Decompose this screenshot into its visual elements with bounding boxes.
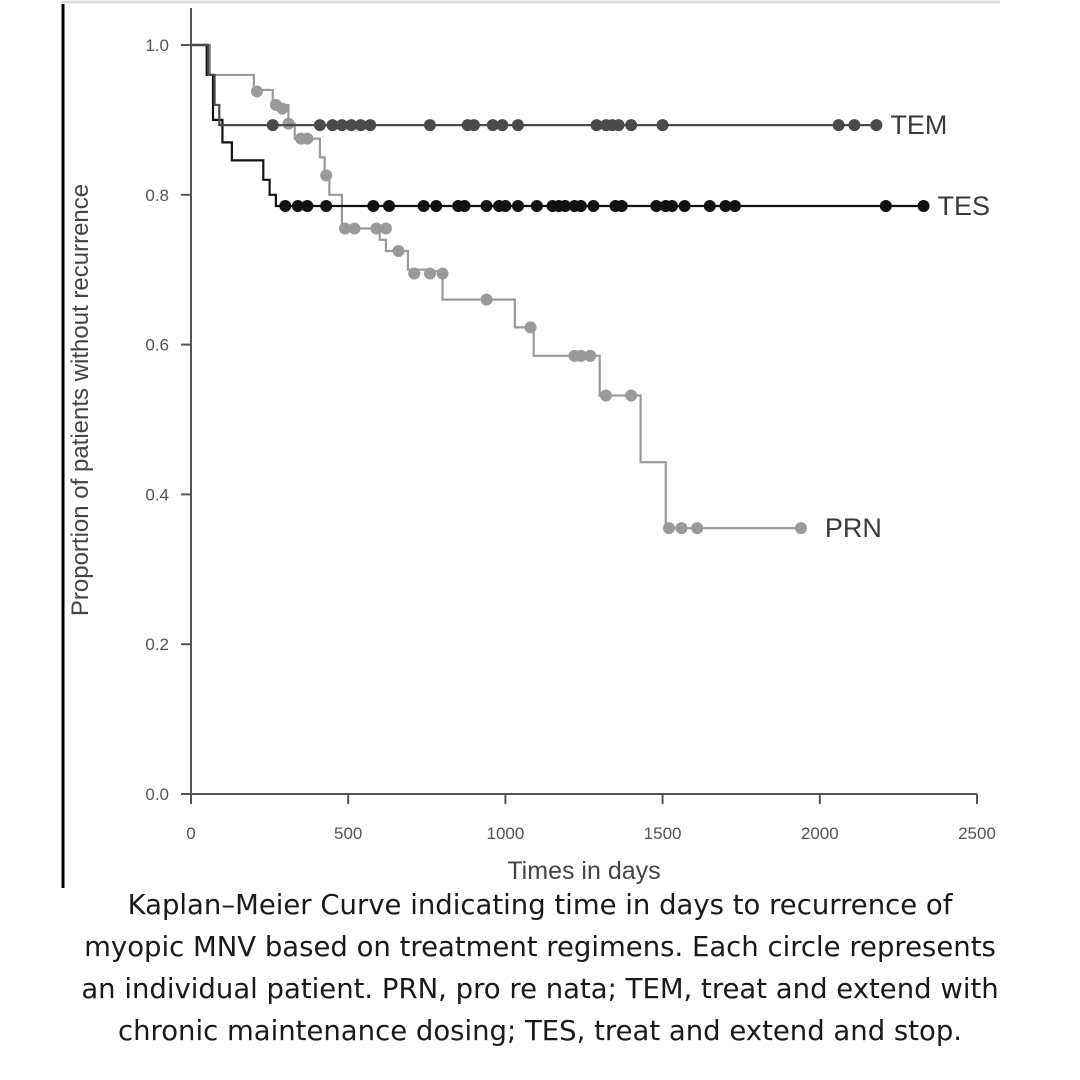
tes-censor-point [879,200,892,213]
prn-censor-point [691,522,704,535]
tes-censor-point [719,200,732,213]
tes-censor-point [458,200,471,213]
tes-censor-point [417,200,430,213]
tem-censor-point [364,119,377,132]
tes-censor-point [530,200,543,213]
caption-line: myopic MNV based on treatment regimens. … [84,931,996,963]
tes-censor-point [320,200,333,213]
prn-censor-point [379,222,392,235]
prn-censor-point [480,293,493,306]
y-tick-label: 0.0 [145,785,169,804]
prn-censor-point [320,169,333,182]
tes-censor-point [430,200,443,213]
prn-censor-point [584,349,597,362]
tem-censor-point [625,119,638,132]
tem-censor-point [423,119,436,132]
caption-line: an individual patient. PRN, pro re nata;… [81,973,999,1005]
plot-area: PRN TES TEM [191,43,991,543]
tes-censor-point [728,200,741,213]
tem-step-line [191,43,877,127]
tes-censor-point [383,200,396,213]
tem-censor-point [590,119,603,132]
y-tick-label: 0.6 [145,336,169,355]
y-tick-label: 0.4 [145,485,169,504]
prn-series-label: PRN [825,513,882,543]
tes-censor-point [367,200,380,213]
tem-censor-point [345,119,358,132]
tes-series-label: TES [938,191,991,221]
tes-censor-point [291,200,304,213]
prn-censor-point [392,244,405,257]
tes-censor-point [559,200,572,213]
prn-censor-point [436,267,449,280]
caption-line: chronic maintenance dosing; TES, treat a… [117,1015,963,1047]
prn-step-line [191,43,801,530]
prn-censor-point [370,222,383,235]
tem-censor-point [870,119,883,132]
x-axis-title: Times in days [507,857,660,885]
tes-censor-point [917,200,930,213]
y-axis-title: Proportion of patients without recurrenc… [67,184,94,616]
prn-censor-point [348,222,361,235]
x-tick-label: 1500 [644,824,682,843]
tem-censor-point [656,119,669,132]
tem-censor-point [326,119,339,132]
y-tick-label: 0.2 [145,635,169,654]
prn-censor-point [423,267,436,280]
prn-censor-point [600,389,613,402]
caption-line: Kaplan–Meier Curve indicating time in da… [127,889,953,921]
prn-censor-point [794,522,807,535]
tes-censor-point [615,200,628,213]
tem-censor-point [486,119,499,132]
x-tick-label: 2000 [801,824,839,843]
x-tick-label: 1000 [486,824,524,843]
prn-censor-point [574,349,587,362]
tem-censor-point [266,119,279,132]
tes-censor-point [574,200,587,213]
prn-censor-point [339,222,352,235]
tem-censor-point [496,119,509,132]
kaplan-meier-chart: 0 500 1000 1500 2000 2500 0.0 0.2 0.4 0.6 0.8 1.0 P… [61,0,1000,888]
prn-censor-point [251,85,264,98]
tem-censor-point [467,119,480,132]
x-tick-label: 0 [186,824,195,843]
y-tick-label: 0.8 [145,186,169,205]
tem-censor-point [354,119,367,132]
prn-censor-point [408,267,421,280]
tem-series-label: TEM [890,110,947,140]
tes-censor-point [511,200,524,213]
tem-censor-point [335,119,348,132]
tes-censor-point [279,200,292,213]
prn-censor-point [282,117,295,130]
x-tick-label: 2500 [958,824,996,843]
x-tick-label: 500 [334,824,362,843]
axes: 0 500 1000 1500 2000 2500 0.0 0.2 0.4 0.6 0.8 1.0 [145,8,996,843]
tem-censor-point [511,119,524,132]
tes-censor-point [587,200,600,213]
prn-censor-point [675,522,688,535]
prn-censor-point [662,522,675,535]
prn-censor-point [301,132,314,145]
tes-censor-point [678,200,691,213]
prn-censor-point [625,389,638,402]
prn-censor-point [276,102,289,115]
tem-censor-point [848,119,861,132]
figure-caption: Kaplan–Meier Curve indicating time in da… [0,884,1080,1052]
tes-censor-point [703,200,716,213]
y-tick-label: 1.0 [145,36,169,55]
tes-censor-point [480,200,493,213]
tem-censor-point [313,119,326,132]
prn-censor-point [524,321,537,334]
tem-censor-point [612,119,625,132]
tes-censor-point [650,200,663,213]
tes-censor-point [301,200,314,213]
tem-censor-point [832,119,845,132]
tes-censor-point [666,200,679,213]
tes-censor-point [499,200,512,213]
